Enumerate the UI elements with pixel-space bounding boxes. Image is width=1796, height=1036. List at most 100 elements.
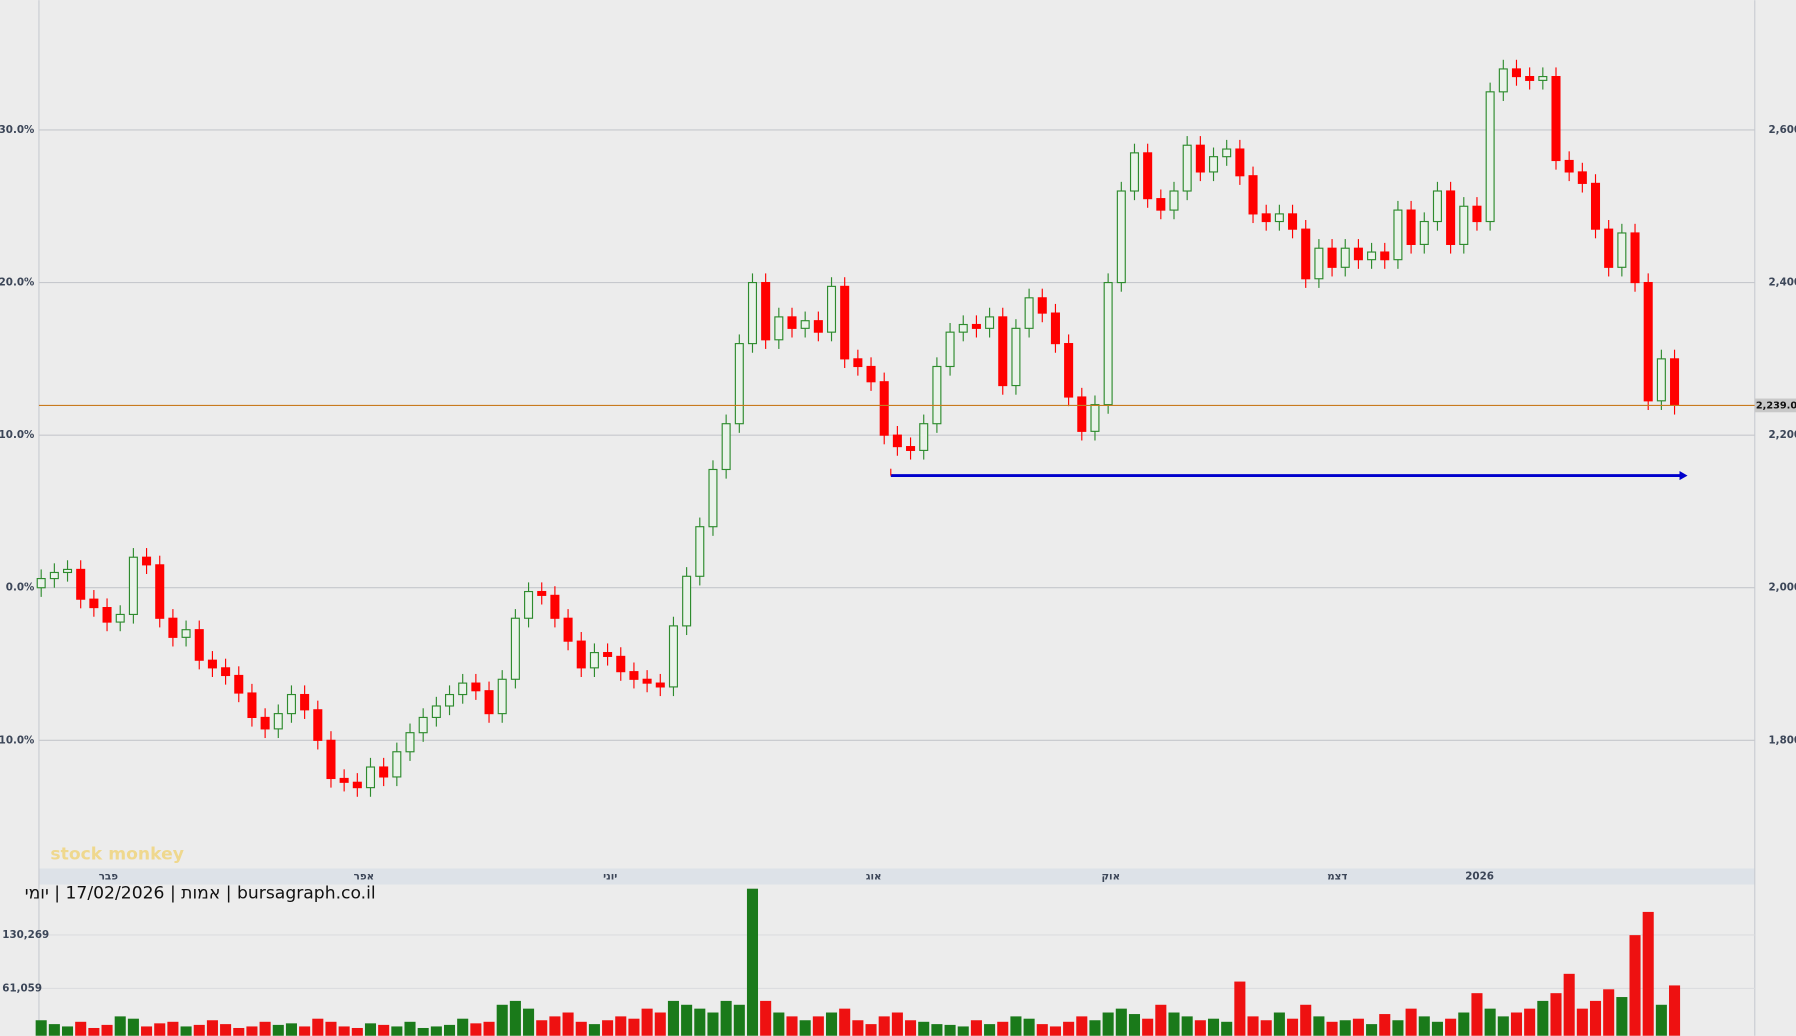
last-price-label: 2,239.00 xyxy=(1756,400,1796,411)
volume-bar xyxy=(1247,1016,1259,1036)
volume-bar xyxy=(852,1020,864,1036)
volume-bar xyxy=(575,1021,587,1036)
candle-body xyxy=(1551,75,1561,162)
volume-bar xyxy=(1260,1020,1272,1036)
x-axis-band xyxy=(38,868,1755,885)
volume-bar xyxy=(404,1021,416,1036)
volume-bar xyxy=(931,1024,943,1036)
x-tick-label: אוק xyxy=(1101,871,1120,883)
candle-body xyxy=(1656,358,1666,402)
candle-body xyxy=(1617,232,1627,268)
candle-body xyxy=(1301,228,1311,280)
volume-bar xyxy=(1366,1024,1378,1036)
volume-bar xyxy=(378,1024,390,1036)
candle-body xyxy=(1367,251,1377,261)
candle-body xyxy=(1498,68,1508,93)
candle-body xyxy=(1116,190,1126,284)
candle-body xyxy=(576,640,586,669)
candle-body xyxy=(339,777,349,783)
volume-bar xyxy=(1036,1024,1048,1036)
candle-body xyxy=(392,751,402,778)
candle-body xyxy=(1564,159,1574,173)
candle-body xyxy=(1670,358,1680,406)
candle-body xyxy=(682,575,692,627)
volume-bar xyxy=(1128,1014,1141,1036)
candle-body xyxy=(431,705,441,719)
candle-body xyxy=(510,617,520,680)
volume-bar xyxy=(707,1012,719,1036)
candle-body xyxy=(1538,75,1548,81)
candle-body xyxy=(1103,281,1113,406)
candle-body xyxy=(194,629,204,661)
candle-body xyxy=(1261,213,1271,223)
candle-body xyxy=(365,766,376,789)
volume-bar xyxy=(1102,1012,1114,1036)
candle-body xyxy=(207,659,217,669)
candle-body xyxy=(1393,209,1403,261)
y-tick-label: 1,800 xyxy=(1769,734,1796,746)
volume-bar xyxy=(325,1021,337,1036)
volume-bar xyxy=(1484,1008,1496,1036)
candle-body xyxy=(1353,247,1363,261)
volume-bar xyxy=(1076,1016,1088,1036)
candle-body xyxy=(853,358,863,368)
candle-body xyxy=(616,655,626,673)
candle-body xyxy=(1077,396,1087,432)
volume-bar xyxy=(918,1021,930,1036)
candle-body xyxy=(313,709,323,741)
candle-body xyxy=(589,652,599,669)
volume-bar xyxy=(1418,1016,1430,1036)
volume-bar xyxy=(496,1004,508,1036)
candle-body xyxy=(1511,68,1522,78)
candle-body xyxy=(629,671,639,680)
volume-bar xyxy=(523,1008,535,1036)
candle-body xyxy=(326,739,336,780)
candle-body xyxy=(1590,182,1601,230)
candle-body xyxy=(1064,343,1074,398)
candle-body xyxy=(221,667,231,677)
candle-body xyxy=(63,568,73,574)
volume-bar xyxy=(1063,1021,1075,1036)
candle-body xyxy=(1314,247,1324,280)
candle-body xyxy=(1024,297,1034,329)
volume-bar xyxy=(1352,1018,1364,1036)
volume-bar xyxy=(430,1026,442,1036)
candle-body xyxy=(879,381,889,436)
volume-bar xyxy=(443,1024,456,1036)
volume-tick-label: 61,059 xyxy=(2,982,42,994)
candle-body xyxy=(998,316,1008,387)
volume-bar xyxy=(193,1024,205,1036)
candle-body xyxy=(932,365,942,425)
volume-bar xyxy=(694,1008,706,1036)
volume-bar xyxy=(865,1024,877,1036)
candle-body xyxy=(36,578,46,589)
candle-body xyxy=(1011,327,1021,387)
candle-body xyxy=(866,365,876,383)
candle-body xyxy=(563,617,573,642)
volume-bar xyxy=(1115,1008,1127,1036)
support-arrowhead xyxy=(1679,471,1688,481)
candle-body xyxy=(286,693,296,715)
candle-body xyxy=(458,682,468,696)
candle-body xyxy=(1472,205,1482,223)
volume-bar xyxy=(588,1024,600,1036)
y2-tick-label: 0.0% xyxy=(6,582,35,594)
volume-bar xyxy=(1405,1008,1417,1036)
volume-bar xyxy=(1234,981,1246,1036)
volume-bar xyxy=(1524,1008,1536,1036)
volume-bar xyxy=(891,1012,903,1036)
candle-body xyxy=(985,316,995,329)
candle-body xyxy=(1577,171,1587,184)
candle-body xyxy=(1248,175,1258,215)
candle-body xyxy=(668,625,678,688)
candle-body xyxy=(1340,247,1350,268)
last-price-box xyxy=(1754,398,1796,413)
candle-body xyxy=(1485,91,1495,223)
volume-bar xyxy=(733,1004,745,1036)
y-tick-label: 2,400 xyxy=(1769,277,1796,289)
candle-body xyxy=(260,716,270,730)
candle-body xyxy=(1222,148,1232,158)
candle-body xyxy=(1432,190,1442,223)
candle-body xyxy=(1630,232,1640,284)
volume-bar xyxy=(970,1020,982,1036)
